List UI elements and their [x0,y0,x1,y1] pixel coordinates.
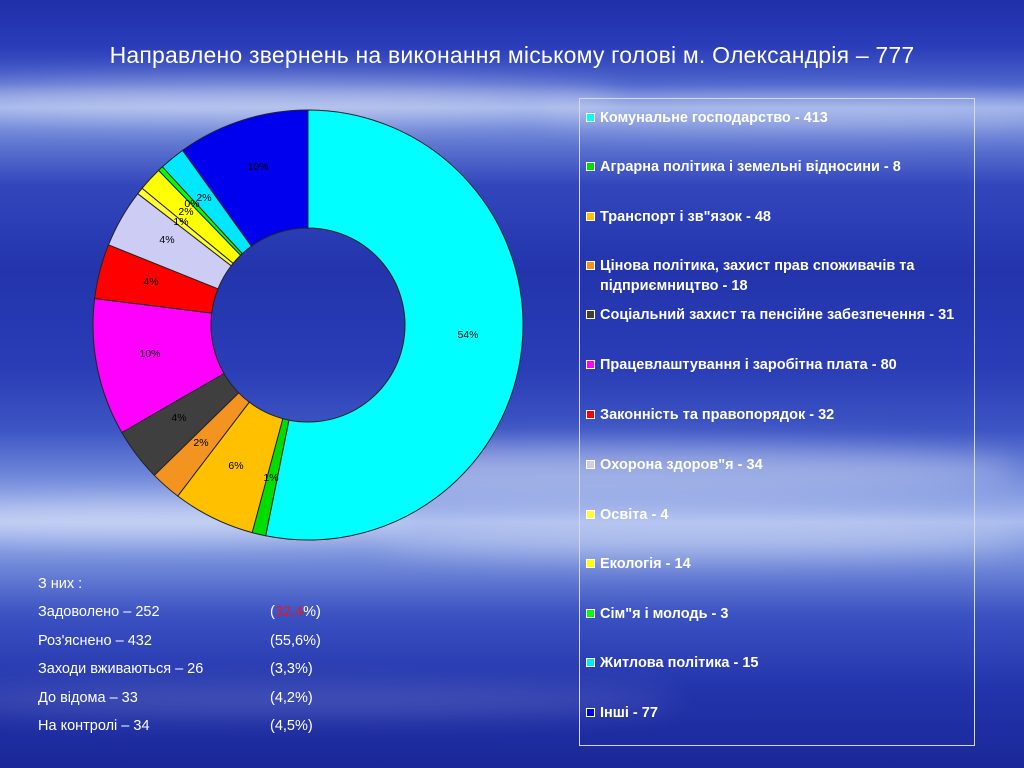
slice-data-label: 1% [173,216,188,228]
legend-swatch [586,510,595,519]
legend-item: Освіта - 4 [586,505,972,525]
stat-row: Роз'яснено – 432 (55,6%) [38,631,321,660]
legend-item: Транспорт і зв"язок - 48 [586,207,972,227]
legend-swatch [586,460,595,469]
stats-panel: З них : Задоволено – 252 (32,4%) Роз'яснен… [38,574,321,745]
donut-slice [265,109,524,541]
stat-row: Задоволено – 252 (32,4%) [38,602,321,631]
legend-label: Сім"я і молодь - 3 [600,606,729,622]
slice-data-label: 6% [228,460,243,472]
slice-data-label: 4% [171,412,186,424]
slice-data-label: 54% [457,329,478,341]
slice-data-label: 1% [263,472,278,484]
slice-data-label: 0% [184,198,199,210]
legend-label: Працевлаштування і заробітна плата - 80 [600,357,897,373]
slice-data-label: 10% [247,161,268,173]
slice-data-label: 4% [159,234,174,246]
legend-label: Цінова політика, захист прав споживачів … [600,258,915,294]
donut-chart: 54%1%6%2%4%10%4%4%1%2%0%2%10% [92,109,524,541]
legend-label: Транспорт і зв"язок - 48 [600,209,771,225]
legend-item: Аграрна політика і земельні відносини - … [586,157,972,177]
stat-percent: (4,5%) [270,718,313,735]
stat-label: До відома – 33 [38,689,138,706]
slice-data-label: 4% [143,276,158,288]
legend-swatch [586,360,595,369]
legend-item: Житлова політика - 15 [586,653,972,673]
legend-label: Інші - 77 [600,705,658,721]
legend-label: Комунальне господарство - 413 [600,110,828,126]
legend-label: Охорона здоров"я - 34 [600,457,763,473]
legend-swatch [586,609,595,618]
chart-legend: Комунальне господарство - 413 Аграрна пол… [579,98,975,746]
legend-swatch [586,261,595,270]
stat-percent: (3,3%) [270,661,313,678]
legend-item: Охорона здоров"я - 34 [586,455,972,475]
stat-row: Заходи вживаються – 26 (3,3%) [38,659,313,688]
stat-label: Задоволено – 252 [38,604,160,620]
legend-swatch [586,708,595,717]
donut-slice [181,109,309,247]
stat-label: Заходи вживаються – 26 [38,661,204,678]
slice-data-label: 2% [178,206,193,218]
stat-percent: (32,4%) [270,604,321,620]
stat-label: На контролі – 34 [38,718,150,735]
legend-label: Законність та правопорядок - 32 [600,407,835,423]
legend-swatch [586,410,595,419]
slice-data-label: 10% [139,348,160,360]
legend-item: Комунальне господарство - 413 [586,108,972,128]
stat-row: До відома – 33 (4,2%) [38,688,313,717]
legend-label: Аграрна політика і земельні відносини - … [600,159,901,175]
slice-data-label: 2% [193,437,208,449]
legend-label: Екологія - 14 [600,556,691,572]
legend-swatch [586,658,595,667]
legend-swatch [586,559,595,568]
legend-swatch [586,212,595,221]
legend-item: Соціальний захист та пенсійне забезпечен… [586,305,972,325]
legend-swatch [586,310,595,319]
legend-item: Цінова політика, захист прав споживачів … [586,256,972,296]
slice-data-label: 2% [196,192,211,204]
stat-percent: (55,6%) [270,632,321,649]
stat-row: На контролі – 34 (4,5%) [38,716,313,745]
legend-label: Освіта - 4 [600,507,669,523]
legend-item: Працевлаштування і заробітна плата - 80 [586,355,972,375]
legend-item: Екологія - 14 [586,554,972,574]
legend-item: Інші - 77 [586,703,972,723]
stat-percent: (4,2%) [270,689,313,706]
stat-label: Роз'яснено – 432 [38,632,152,649]
page-title: Направлено звернень на виконання міськом… [109,42,915,68]
legend-swatch [586,162,595,171]
stats-heading: З них : [38,576,83,592]
legend-item: Законність та правопорядок - 32 [586,405,972,425]
legend-label: Соціальний захист та пенсійне забезпечен… [600,307,955,323]
legend-label: Житлова політика - 15 [600,655,759,671]
legend-swatch [586,113,595,122]
legend-item: Сім"я і молодь - 3 [586,604,972,624]
